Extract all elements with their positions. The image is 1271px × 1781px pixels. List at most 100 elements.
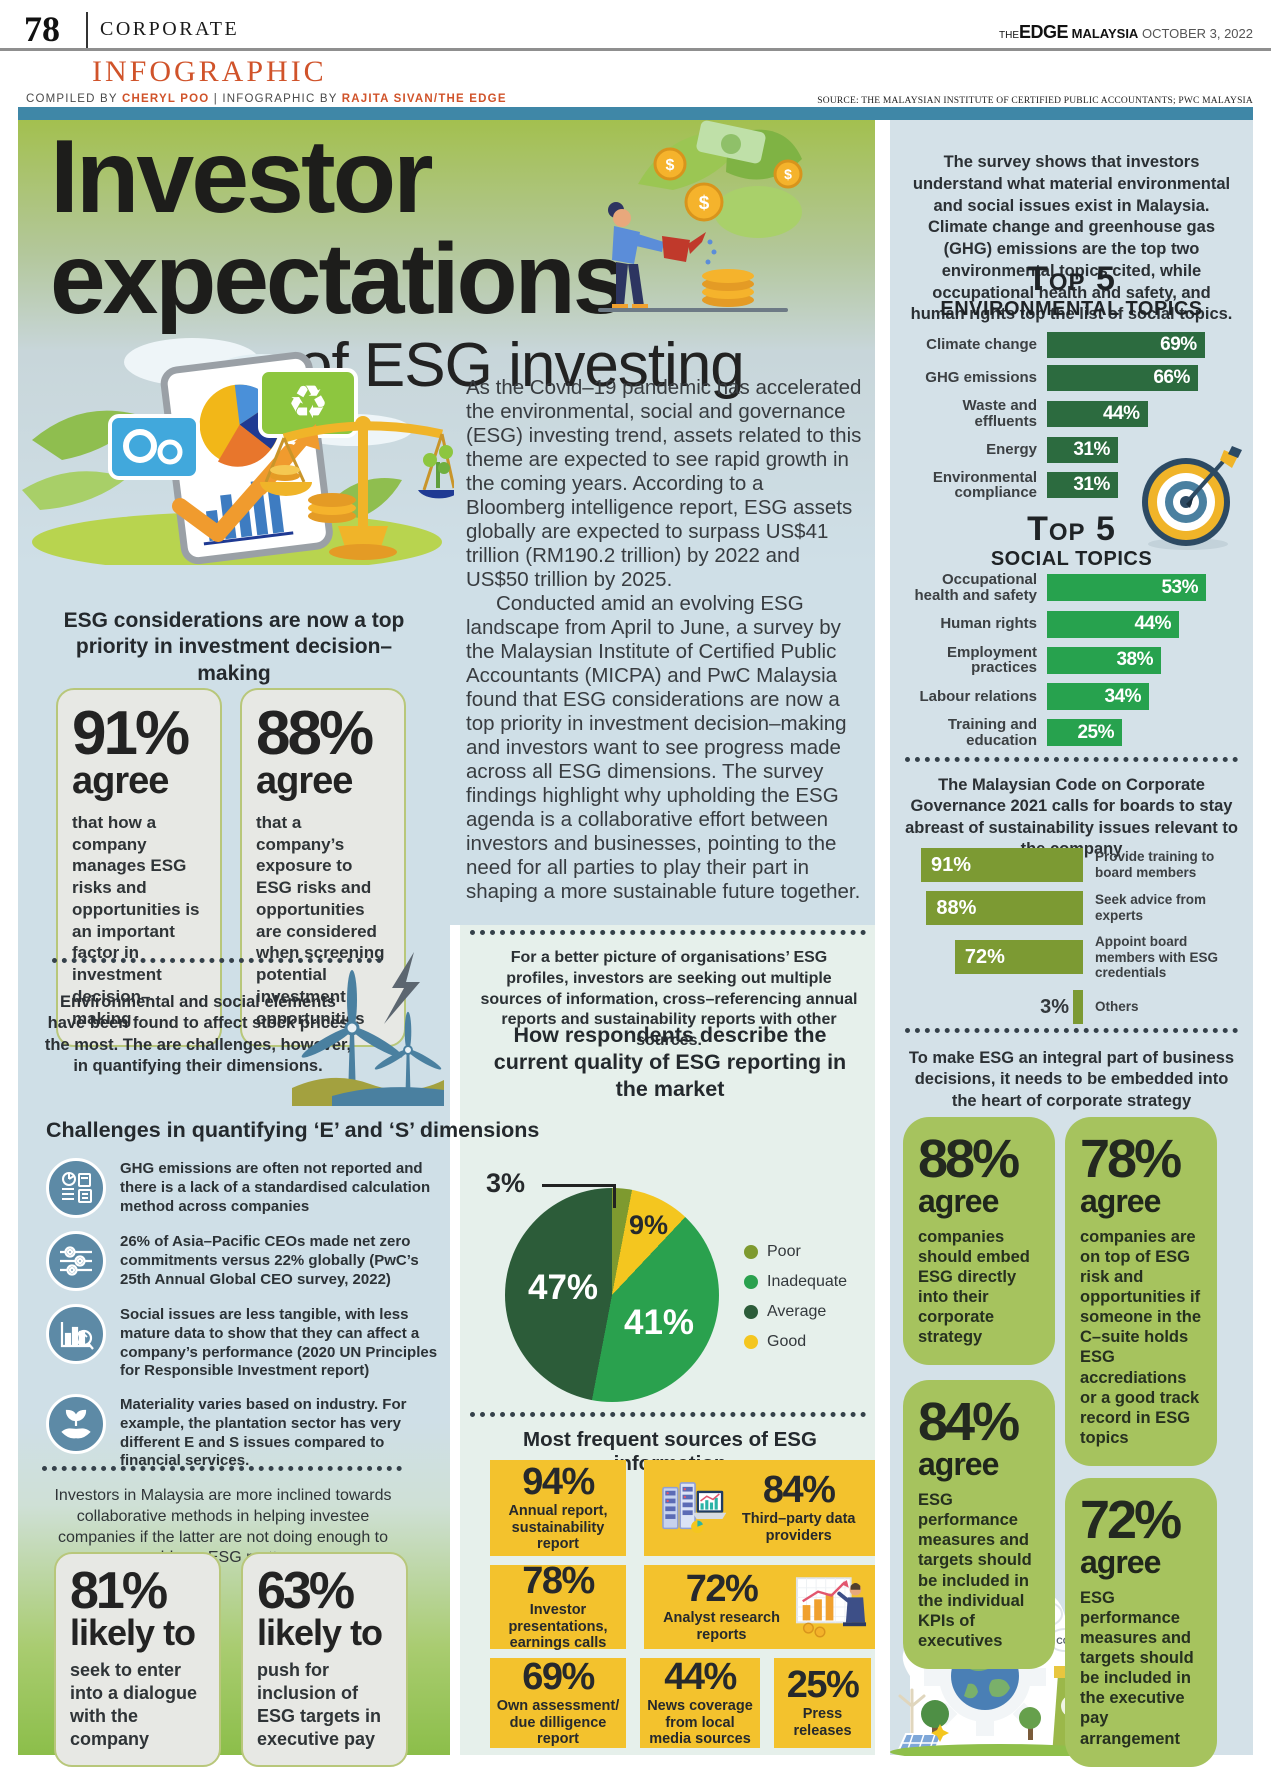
- analyst-screen-illustration: [795, 1577, 867, 1638]
- source-card-78: 78% Investor presentations, earnings cal…: [490, 1562, 626, 1651]
- svg-text:$: $: [666, 157, 675, 174]
- dotted-separator: [42, 1466, 402, 1471]
- bar: 31%: [1047, 472, 1118, 499]
- source-label: Own assessment/ due dilligence report: [496, 1698, 620, 1748]
- stat-box-81: 81% likely to seek to enter into a dialo…: [54, 1552, 221, 1767]
- legend-label: Poor: [767, 1243, 801, 1260]
- bar-label: Human rights: [940, 615, 1037, 633]
- agree-value: 84%: [918, 1392, 1020, 1453]
- challenges-list: GHG emissions are often not reported and…: [46, 1158, 438, 1471]
- mccg-chart: 91% Provide training to board members 88…: [905, 848, 1238, 1024]
- source-value: 69%: [522, 1656, 595, 1698]
- likely-stat-row: 81% likely to seek to enter into a dialo…: [54, 1552, 408, 1767]
- bar-label: GHG emissions: [925, 369, 1037, 387]
- source-credit: SOURCE: THE MALAYSIAN INSTITUTE OF CERTI…: [817, 96, 1253, 106]
- masthead: THEEDGE MALAYSIA OCTOBER 3, 2022: [999, 22, 1253, 43]
- legend-item: Average: [744, 1303, 847, 1321]
- social-topics-label: SOCIAL TOPICS: [990, 548, 1153, 570]
- sources-intro: For a better picture of organisations’ E…: [480, 949, 858, 1050]
- top5-social-heading: Top 5 SOCIAL TOPICS: [890, 512, 1253, 571]
- challenge-item: Materiality varies based on industry. Fo…: [46, 1394, 438, 1471]
- bar-label: Environmental compliance: [932, 468, 1037, 502]
- article-body: As the Covid–19 pandemic has accelerated…: [466, 376, 868, 904]
- agree-word: agree: [1080, 1182, 1161, 1219]
- masthead-the: THE: [998, 30, 1019, 41]
- source-card-44: 44% News coverage from local media sourc…: [640, 1658, 760, 1748]
- tablet-charts-balance-scale-illustration: ♻: [22, 338, 454, 565]
- middle-column-background: [450, 565, 875, 925]
- source-card-84: 84% Third–party data providers: [644, 1460, 875, 1556]
- source-value: 72%: [685, 1568, 759, 1611]
- bar: 25%: [1047, 719, 1122, 747]
- coin-stack-2: [308, 493, 356, 523]
- bar: 31%: [1047, 436, 1118, 463]
- legend-item: Poor: [744, 1243, 847, 1261]
- agree-box-78: 78% agree companies are on top of ESG ri…: [1065, 1117, 1217, 1467]
- pie-label-good: 9%: [629, 1210, 669, 1240]
- bar-label: Seek advice from experts: [1095, 892, 1207, 923]
- source-value: 94%: [522, 1461, 595, 1503]
- agree-value: 72%: [1080, 1490, 1182, 1551]
- header-divider: [86, 12, 88, 48]
- bar-label: Occupational health and safety: [914, 571, 1037, 604]
- agree-box-88: 88% agree companies should embed ESG dir…: [903, 1117, 1055, 1366]
- byline: COMPILED BY CHERYL POO | INFOGRAPHIC BY …: [26, 93, 507, 105]
- page-number: 78: [24, 9, 60, 49]
- legend-item: Inadequate: [744, 1273, 847, 1291]
- headline-line-2: expectations: [50, 223, 628, 335]
- dotted-separator: [905, 1028, 1238, 1033]
- pie-label-poor: 3%: [486, 1168, 526, 1198]
- source-value: 44%: [664, 1656, 737, 1698]
- money-plant-watering-illustration: $ $ $: [598, 120, 803, 312]
- byline-divider: |: [209, 93, 223, 105]
- bar-label: Waste and effluents: [962, 397, 1037, 430]
- hand-plant-icon: [46, 1394, 106, 1454]
- bar: 44%: [1047, 400, 1148, 427]
- challenge-text: 26% of Asia–Pacific CEOs made net zero c…: [120, 1233, 419, 1288]
- headline-line-3: of ESG investing: [298, 331, 745, 400]
- bar: 34%: [1047, 683, 1149, 710]
- stat-word: agree: [72, 759, 169, 802]
- bar: 66%: [1047, 365, 1198, 391]
- stat-desc: seek to enter into a dialogue with the c…: [70, 1659, 198, 1749]
- bar-label: Provide training to board members: [1095, 849, 1215, 880]
- report-pie-calculator-icon: [46, 1158, 106, 1218]
- stat-box-88: 88% agree that a company’s exposure to E…: [240, 688, 406, 1048]
- stat-word: agree: [256, 759, 353, 802]
- agree-value: 78%: [1080, 1129, 1182, 1189]
- settings-gears-icon: [46, 1231, 106, 1291]
- stat-word: likely to: [257, 1611, 383, 1653]
- bar-row: Waste and effluents 44%: [905, 398, 1253, 430]
- source-card-94: 94% Annual report, sustainability report: [490, 1460, 626, 1556]
- stat-value: 63%: [257, 1562, 355, 1620]
- bar-label: Appoint board members with ESG credentia…: [1095, 934, 1219, 981]
- bar-row: 88% Seek advice from experts: [905, 891, 1238, 925]
- kicker: INFOGRAPHIC: [92, 55, 327, 88]
- source-card-72: 72% Analyst research reports: [644, 1565, 875, 1649]
- pie-legend: Poor Inadequate Average Good: [744, 1243, 847, 1351]
- bar-row: Occupational health and safety 53%: [905, 572, 1253, 604]
- stat-desc: that a company’s exposure to ESG risks a…: [256, 812, 385, 1028]
- bar: 38%: [1047, 646, 1161, 674]
- pie-label-average: 47%: [528, 1268, 599, 1307]
- challenge-text: GHG emissions are often not reported and…: [120, 1160, 431, 1215]
- challenge-item: 26% of Asia–Pacific CEOs made net zero c…: [46, 1231, 438, 1291]
- source-card-69: 69% Own assessment/ due dilligence repor…: [490, 1658, 626, 1748]
- byline-infographic-label: INFOGRAPHIC BY: [222, 93, 342, 105]
- source-label: Press releases: [793, 1706, 852, 1739]
- chart-magnifier-icon: [46, 1304, 106, 1364]
- challenge-item: Social issues are less tangible, with le…: [46, 1304, 438, 1381]
- agree-desc: ESG performance measures and targets sho…: [918, 1491, 1032, 1650]
- agree-box-72: 72% agree ESG performance measures and t…: [1065, 1478, 1217, 1767]
- pie-chart-title: How respondents describe the current qua…: [493, 1023, 847, 1101]
- bar-row: 91% Provide training to board members: [905, 848, 1238, 882]
- source-label: News coverage from local media sources: [647, 1698, 753, 1748]
- body-paragraph-2: Conducted amid an evolving ESG landscape…: [466, 592, 861, 903]
- pie-label-inadequate: 41%: [624, 1303, 695, 1342]
- masthead-date: OCTOBER 3, 2022: [1141, 26, 1253, 41]
- bar-label: Employment practices: [946, 643, 1037, 677]
- challenge-text: Materiality varies based on industry. Fo…: [120, 1396, 407, 1470]
- top5-label: Top 5: [1027, 510, 1116, 548]
- priority-heading: ESG considerations are now a top priorit…: [63, 609, 405, 685]
- bar-row: 3% Others: [905, 989, 1238, 1024]
